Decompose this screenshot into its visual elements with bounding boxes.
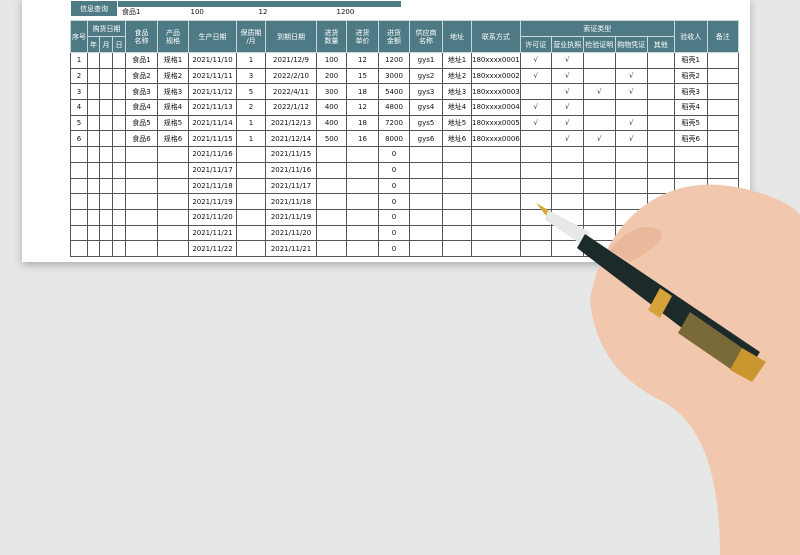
- header-spec: 产品 规格: [157, 20, 189, 53]
- info-qty[interactable]: 100: [186, 6, 255, 17]
- header-cert-other: 其他: [646, 36, 675, 53]
- info-price[interactable]: 12: [254, 6, 333, 17]
- table-row: 4 食品4 规格4 2021/11/13 2 2022/1/12 400 12 4800 gys4…: [70, 99, 739, 116]
- table-row: 2021/11/16 2021/11/15 0: [70, 146, 739, 163]
- table-row: 2021/11/19 2021/11/18 0: [70, 193, 739, 210]
- header-amount: 进货 金额: [378, 20, 410, 53]
- info-query-panel: 信息查询 食品1 100 12 1200: [70, 0, 401, 17]
- table-row: 2021/11/17 2021/11/16 0: [70, 161, 739, 179]
- header-expiry: 到期日期: [265, 20, 317, 53]
- header-cert-receipt: 购物凭证: [614, 36, 648, 53]
- header-note: 备注: [706, 20, 739, 53]
- header-purchase-date: 购货日期: [87, 20, 126, 37]
- table-row: 1 食品1 规格1 2021/11/10 1 2021/12/9 100 12 1200 gys1…: [70, 52, 739, 69]
- header-contact: 联系方式: [471, 20, 521, 53]
- pen-icon: [536, 203, 766, 382]
- header-food-name: 食品 名称: [125, 20, 158, 53]
- header-cert-type: 索证类型: [519, 20, 675, 37]
- table-row: 6 食品6 规格6 2021/11/15 1 2021/12/14 500 16 8000 gys…: [70, 130, 739, 148]
- table-row: 2021/11/21 2021/11/20 0: [70, 224, 739, 242]
- info-food[interactable]: 食品1: [117, 6, 187, 17]
- header-month: 月: [99, 36, 113, 53]
- header-seq: 序号: [70, 20, 88, 53]
- header-shelf-life: 保质期 /月: [236, 20, 266, 53]
- header-cert-inspection: 检验证明: [582, 36, 616, 53]
- info-amount[interactable]: 1200: [332, 6, 401, 17]
- table-row: 3 食品3 规格3 2021/11/12 5 2022/4/11 300 18 5400 gys3…: [70, 83, 739, 101]
- cell-address[interactable]: [442, 240, 472, 257]
- header-address: 地址: [442, 20, 472, 53]
- header-cert-license: 许可证: [519, 36, 552, 53]
- header-price: 进货 单价: [346, 20, 379, 53]
- header-supplier: 供应商 名称: [409, 20, 443, 53]
- purchase-table: 序号 购货日期 食品 名称 产品 规格 生产日期 保质期 /月 到期日期 进货 …: [70, 20, 739, 257]
- header-year: 年: [87, 36, 100, 53]
- cell-expiry[interactable]: 2021/11/21: [265, 240, 317, 257]
- header-prod-date: 生产日期: [188, 20, 237, 53]
- info-query-label: 信息查询: [70, 0, 118, 17]
- header-cert-business: 营业执照: [550, 36, 584, 53]
- header-day: 日: [112, 36, 126, 53]
- header-receiver: 验收人: [673, 20, 708, 53]
